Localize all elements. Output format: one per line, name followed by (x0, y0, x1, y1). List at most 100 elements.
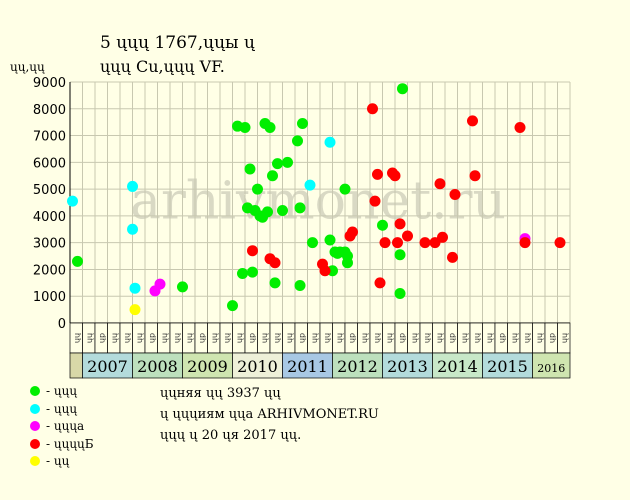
note-average-price: ųųняя ųų 3937 ųų (160, 386, 281, 401)
month-label: ųų (185, 333, 194, 343)
data-point (437, 231, 448, 243)
data-point (297, 118, 308, 130)
data-point (294, 280, 306, 292)
year-label: 2013 (387, 357, 428, 376)
legend-item: - ųųųа (30, 418, 94, 434)
data-point (514, 122, 526, 134)
data-point (419, 237, 431, 249)
data-point (294, 202, 306, 214)
data-point (469, 170, 481, 182)
data-point (72, 255, 83, 267)
data-point (262, 206, 273, 218)
month-label: ųų (272, 333, 281, 343)
legend-item: - ųų (30, 453, 94, 469)
data-point (449, 188, 461, 200)
legend-item: - ųųų (30, 383, 94, 399)
month-label: ųр (347, 333, 356, 343)
year-cell-blank (69, 352, 83, 379)
year-cell (182, 352, 233, 379)
year-label: 2010 (237, 357, 278, 376)
year-label: 2007 (87, 357, 128, 376)
data-point (324, 136, 336, 148)
month-label: ųų (335, 333, 344, 343)
data-point (227, 300, 238, 312)
data-point (247, 245, 258, 257)
watermark: arhivmonet.ru (130, 172, 506, 232)
legend-label: - ųųų (46, 401, 78, 416)
y-tick-label: 9000 (33, 76, 66, 91)
legend-swatch (30, 386, 40, 396)
data-point (127, 223, 138, 235)
data-point (304, 179, 316, 191)
data-point (269, 277, 281, 289)
y-tick-label: 7000 (33, 130, 66, 145)
year-label: 2016 (537, 362, 565, 375)
year-cell (82, 352, 133, 379)
year-cell (382, 352, 433, 379)
month-label: ųų (72, 333, 81, 343)
legend-swatch (30, 421, 40, 431)
note-source: ų ųųųиям ųųа ARHIVMONET.RU (160, 407, 379, 422)
data-point (154, 278, 166, 290)
data-point (277, 205, 288, 217)
year-label: 2012 (337, 357, 378, 376)
data-point (292, 135, 303, 147)
legend-swatch (30, 438, 40, 449)
y-tick-label: 2000 (33, 263, 66, 278)
legend: - ųųų - ųųų - ųųųа - ųųųųБ - ųų (30, 383, 94, 471)
year-cell (232, 352, 283, 379)
legend-item: - ųųųųБ (30, 436, 94, 452)
data-point (244, 163, 256, 175)
month-label: ųр (547, 333, 556, 343)
data-point (282, 156, 293, 168)
year-cell (282, 352, 333, 379)
month-label: ųų (522, 333, 531, 343)
y-tick-label: 6000 (33, 156, 66, 171)
data-point (392, 237, 403, 249)
data-point (247, 266, 258, 278)
month-label: ųų (435, 333, 444, 343)
data-point (239, 122, 251, 134)
data-point (397, 83, 408, 95)
year-cell (132, 352, 183, 379)
data-point (319, 265, 331, 277)
data-point (237, 267, 248, 279)
month-label: ųų (472, 333, 481, 343)
data-point (339, 183, 351, 195)
year-label: 2009 (187, 357, 228, 376)
data-point (67, 195, 78, 207)
y-tick-label: 1000 (33, 290, 66, 305)
year-cell (332, 352, 383, 379)
data-point (374, 277, 386, 289)
month-label: ųų (560, 333, 569, 343)
data-point (264, 122, 276, 134)
data-point (324, 234, 336, 246)
data-point (127, 180, 138, 192)
y-tick-label: 5000 (33, 183, 66, 198)
month-label: ųų (322, 333, 331, 343)
month-label: ųр (397, 333, 406, 343)
year-cell (532, 352, 571, 379)
year-cell (432, 352, 483, 379)
month-label: ųр (297, 333, 306, 343)
month-label: ųų (235, 333, 244, 343)
data-point (347, 226, 358, 238)
data-point (377, 219, 388, 231)
data-point (379, 237, 391, 249)
chart-notes: ųųняя ųų 3937 ųų ų ųųųиям ųųа ARHIVMONET… (160, 383, 379, 446)
legend-swatch (30, 403, 40, 414)
data-point (394, 249, 406, 261)
month-label: ųр (197, 333, 206, 343)
data-point (434, 178, 446, 190)
month-label: ųų (285, 333, 294, 343)
year-label: 2008 (137, 357, 178, 376)
data-point (394, 218, 406, 230)
data-point (402, 230, 413, 242)
y-axis-label: ųų,ųų (10, 60, 45, 74)
legend-label: - ųųųųБ (46, 436, 94, 451)
month-label: ųр (497, 333, 506, 343)
year-label: 2015 (487, 357, 528, 376)
month-label: ųų (160, 333, 169, 343)
data-point (519, 237, 531, 249)
